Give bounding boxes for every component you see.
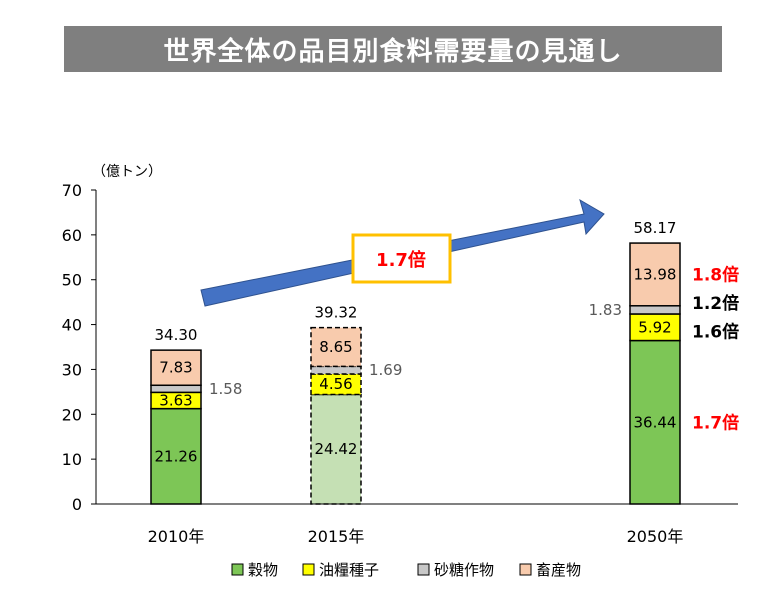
sugar-value-label: 1.58 bbox=[209, 380, 242, 398]
sugar-value-label: 1.83 bbox=[589, 301, 622, 319]
legend-label: 油糧種子 bbox=[319, 561, 379, 579]
segment-value-label: 24.42 bbox=[315, 440, 358, 458]
y-tick-label: 10 bbox=[62, 450, 82, 469]
bar-segment-1 bbox=[150, 407, 202, 505]
y-tick-label: 70 bbox=[62, 181, 82, 200]
growth-annotation: 1.6倍 bbox=[692, 321, 739, 342]
legend-label: 砂糖作物 bbox=[434, 561, 494, 579]
y-tick-label: 60 bbox=[62, 226, 82, 245]
y-tick-label: 40 bbox=[62, 316, 82, 335]
bar-segment-4 bbox=[310, 326, 362, 368]
segment-value-label: 36.44 bbox=[634, 413, 677, 431]
bar-total-label: 58.17 bbox=[634, 219, 677, 237]
data-labels: 34.30 39.32 58.17 21.26 24.42 36.44 3.63 4.56 5.… bbox=[155, 219, 740, 465]
bar-segment-4 bbox=[629, 242, 681, 307]
arrow-label: 1.7倍 bbox=[376, 249, 426, 271]
bar-segment-1 bbox=[310, 393, 362, 505]
x-tick-label: 2050年 bbox=[627, 527, 684, 546]
bar-segment-4 bbox=[150, 349, 202, 387]
legend-swatch bbox=[231, 563, 244, 576]
segment-value-label: 7.83 bbox=[159, 359, 192, 377]
x-axis: 2010年 2015年 2050年 bbox=[96, 503, 738, 546]
sugar-value-label: 1.69 bbox=[369, 361, 402, 379]
segment-value-label: 4.56 bbox=[319, 375, 352, 393]
growth-annotation: 1.2倍 bbox=[692, 293, 739, 314]
x-tick-label: 2015年 bbox=[308, 527, 365, 546]
y-axis: 0 10 20 30 40 50 60 70 bbox=[62, 181, 97, 514]
bar-segment-3 bbox=[629, 305, 681, 315]
legend: 穀物 油糧種子 砂糖作物 畜産物 bbox=[231, 561, 581, 579]
y-axis-unit-label: （億トン） bbox=[92, 164, 162, 180]
y-tick-label: 30 bbox=[62, 360, 82, 379]
bar-total-label: 34.30 bbox=[155, 326, 198, 344]
segment-value-label: 5.92 bbox=[638, 318, 671, 336]
segment-value-label: 13.98 bbox=[634, 265, 677, 283]
x-tick-label: 2010年 bbox=[148, 527, 205, 546]
bar-total-label: 39.32 bbox=[315, 304, 358, 322]
legend-swatch bbox=[417, 563, 430, 576]
legend-swatch bbox=[302, 563, 315, 576]
legend-label: 畜産物 bbox=[536, 561, 581, 579]
legend-swatch bbox=[519, 563, 532, 576]
arrow-label-box bbox=[351, 233, 452, 284]
legend-label: 穀物 bbox=[248, 561, 278, 579]
segment-value-label: 21.26 bbox=[155, 447, 198, 465]
growth-annotation: 1.7倍 bbox=[692, 412, 739, 433]
bars bbox=[150, 242, 681, 505]
y-tick-label: 20 bbox=[62, 405, 82, 424]
growth-annotation: 1.8倍 bbox=[692, 264, 739, 285]
page-title: 世界全体の品目別食料需要量の見通し bbox=[64, 26, 722, 72]
y-tick-label: 0 bbox=[72, 495, 82, 514]
y-tick-label: 50 bbox=[62, 271, 82, 290]
growth-arrow: 1.7倍 bbox=[200, 198, 605, 307]
segment-value-label: 8.65 bbox=[319, 338, 352, 356]
bar-segment-2 bbox=[629, 313, 681, 342]
bar-segment-1 bbox=[629, 339, 681, 505]
segment-value-label: 3.63 bbox=[159, 391, 192, 409]
bar-segment-3 bbox=[310, 365, 362, 375]
